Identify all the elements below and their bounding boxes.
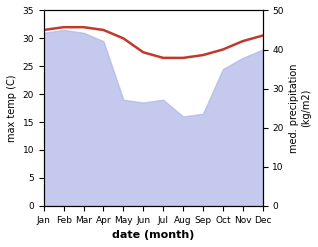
Y-axis label: med. precipitation
(kg/m2): med. precipitation (kg/m2)	[289, 63, 311, 153]
Y-axis label: max temp (C): max temp (C)	[7, 74, 17, 142]
X-axis label: date (month): date (month)	[112, 230, 194, 240]
